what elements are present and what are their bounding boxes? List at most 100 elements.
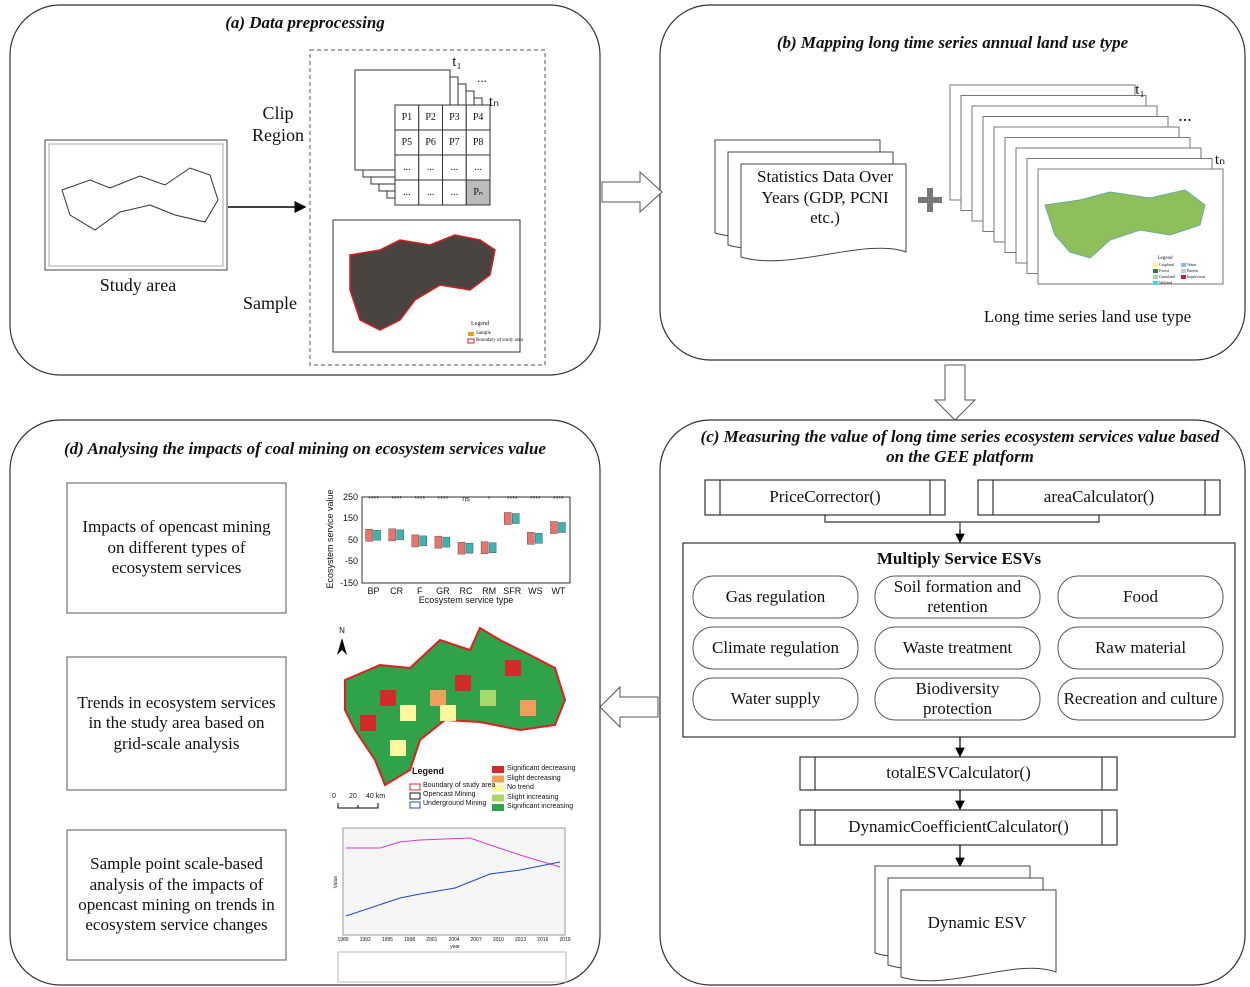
box: [466, 543, 473, 553]
grid-square: [455, 675, 471, 691]
service-label: Climate regulation: [698, 627, 853, 669]
legend-swatch: [1153, 275, 1158, 279]
dynamic-esv-doc: Dynamic ESV: [902, 900, 1052, 946]
service-label: Water supply: [698, 678, 853, 720]
func-label: areaCalculator(): [978, 480, 1220, 515]
grid-cell-label: Pₙ: [466, 180, 490, 205]
grid-square: [440, 705, 456, 721]
north-icon: [337, 638, 347, 655]
grid-square: [520, 700, 536, 716]
grid-cell-label: ...: [395, 180, 419, 205]
box: [443, 537, 450, 547]
service-label: Waste treatment: [880, 627, 1035, 669]
multiply-label: Multiply Service ESVs: [683, 548, 1235, 570]
legend-swatch: [1153, 263, 1158, 267]
grid-square: [505, 660, 521, 676]
map-legend-title: Legend: [460, 320, 500, 330]
connector: [825, 515, 1099, 540]
grid-square: [430, 690, 446, 706]
box: [512, 514, 519, 524]
service-label: Biodiversity protection: [880, 678, 1035, 720]
north-arrow: N: [335, 625, 349, 637]
arrow-c-d: [600, 687, 658, 727]
legend-label: Significant increasing: [507, 802, 577, 813]
panel-title: (b) Mapping long time series annual land…: [660, 30, 1245, 56]
map-legend-item: Wetland: [1159, 279, 1183, 287]
box: [504, 513, 511, 525]
grid-cell-label: P7: [443, 130, 467, 155]
box: [389, 529, 396, 541]
x-tick-label: 1989: [331, 936, 355, 944]
land-use-label: Long time series land use type: [960, 305, 1215, 329]
grid-cell-label: P6: [419, 130, 443, 155]
arrow-b-c: [935, 365, 975, 420]
grid-cell-label: ...: [419, 155, 443, 180]
grid-cell-label: ...: [419, 180, 443, 205]
box: [374, 530, 381, 540]
study-area-label: Study area: [60, 274, 216, 298]
grid-cell-label: P3: [443, 105, 467, 130]
box: [458, 542, 465, 554]
grid-square: [390, 740, 406, 756]
legend-label: Underground Mining: [423, 799, 503, 810]
grid-cell-label: ...: [443, 180, 467, 205]
box: [412, 535, 419, 547]
service-label: Recreation and culture: [1063, 678, 1218, 720]
ellipsis: ...: [470, 68, 494, 88]
grid-cell-label: P2: [419, 105, 443, 130]
x-tick-label: 2016: [531, 936, 555, 944]
grid-cell-label: P8: [466, 130, 490, 155]
t-first: t₁: [445, 52, 469, 72]
legend-swatch: [410, 802, 420, 808]
description: Sample point scale-based analysis of the…: [72, 830, 281, 960]
box: [481, 542, 488, 554]
service-label: Soil formation and retention: [880, 576, 1035, 618]
legend-swatch: [1153, 281, 1158, 285]
x-axis-label: Ecosystem service type: [362, 594, 570, 606]
plus-sign: [918, 188, 942, 212]
grid-cell-label: ...: [395, 155, 419, 180]
grid-cell-label: ...: [443, 155, 467, 180]
grid-cell-label: P5: [395, 130, 419, 155]
x-tick-label: 1995: [375, 936, 399, 944]
legend-title: Legend: [408, 765, 448, 777]
clip-label: Clip Region: [240, 100, 316, 150]
t-last: tₙ: [1208, 150, 1232, 170]
sample-label: Sample: [235, 292, 305, 316]
service-label: Gas regulation: [698, 576, 853, 618]
description: Trends in ecosystem services in the stud…: [72, 657, 281, 790]
legend-swatch: [1153, 269, 1158, 273]
diagram: (a) Data preprocessing Clip Region Study a…: [0, 0, 1250, 987]
panel-title: (c) Measuring the value of long time ser…: [690, 424, 1230, 470]
grid-square: [380, 690, 396, 706]
func-label: DynamicCoefficientCalculator(): [800, 810, 1117, 845]
scale-label: 40 km: [366, 792, 396, 802]
t-first: t₁: [1128, 80, 1152, 100]
legend-frame: [338, 952, 566, 982]
scale-bar: [338, 803, 378, 808]
grid-square: [480, 690, 496, 706]
x-axis-label: year: [440, 943, 470, 951]
y-axis-label: Ecosystem service value: [324, 484, 336, 594]
legend-swatch: [468, 332, 474, 336]
service-label: Raw material: [1063, 627, 1218, 669]
description: Impacts of opencast mining on different …: [72, 483, 281, 613]
legend-swatch: [410, 793, 420, 799]
x-tick-label: 1998: [398, 936, 422, 944]
ellipsis: ...: [1170, 106, 1200, 126]
legend-swatch: [492, 766, 504, 773]
box: [435, 536, 442, 548]
significance-label: ****: [543, 495, 573, 505]
grid-square: [360, 715, 376, 731]
service-label: Food: [1063, 576, 1218, 618]
x-tick-label: 2013: [509, 936, 533, 944]
arrow-a-b: [602, 172, 662, 212]
grid-square: [400, 705, 416, 721]
box: [366, 529, 373, 541]
func-label: PriceCorrector(): [705, 480, 945, 515]
grid-cell-label: P1: [395, 105, 419, 130]
box: [397, 530, 404, 540]
panel-title: (a) Data preprocessing: [10, 10, 600, 36]
map-legend-item: Boundary of study area: [476, 337, 526, 345]
grid-cell-label: ...: [466, 155, 490, 180]
